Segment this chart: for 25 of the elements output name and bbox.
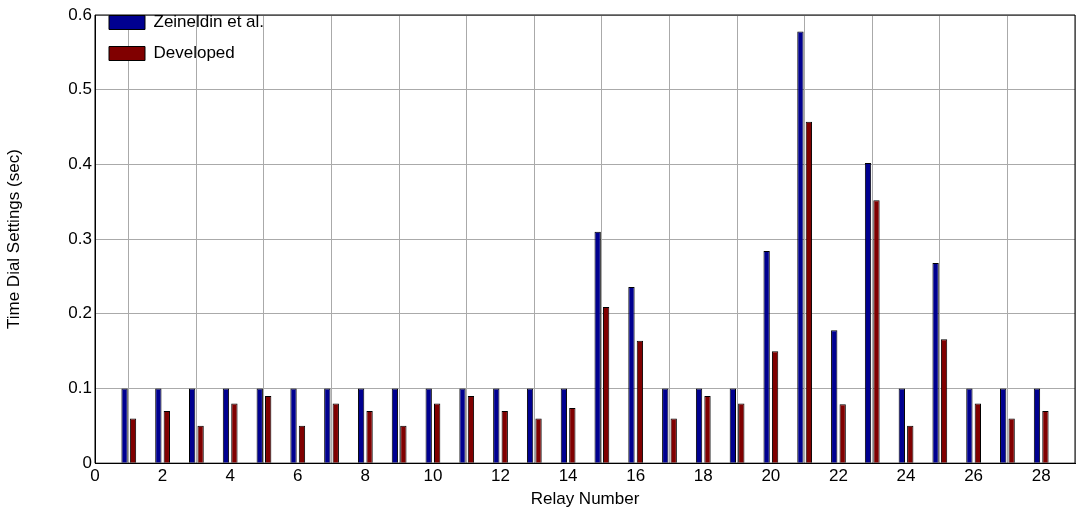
x-tick-label: 22: [828, 466, 848, 486]
x-tick-label: 14: [558, 466, 578, 486]
y-tick-label: 0.5: [68, 79, 92, 99]
y-tick-label: 0.1: [68, 378, 92, 398]
x-tick-label: 20: [761, 466, 781, 486]
x-tick-label: 4: [225, 466, 235, 486]
x-tick-label: 16: [626, 466, 646, 486]
x-tick-label: 24: [896, 466, 916, 486]
y-tick-label: 0.4: [68, 154, 92, 174]
x-tick-label: 10: [423, 466, 443, 486]
legend-label: Zeineldin et al.: [153, 12, 265, 32]
x-tick-label: 12: [491, 466, 510, 486]
y-tick-label: 0.6: [68, 4, 92, 24]
y-tick-label: 0: [82, 452, 92, 472]
x-tick-label: 26: [964, 466, 984, 486]
y-axis-title: Time Dial Settings (sec): [3, 149, 23, 330]
x-tick-label: 8: [360, 466, 371, 486]
y-tick-label: 0.3: [68, 228, 92, 248]
legend-label: Developed: [153, 43, 235, 63]
x-axis-title: Relay Number: [530, 489, 640, 509]
x-tick-label: 6: [293, 466, 303, 486]
x-tick-label: 2: [157, 466, 168, 486]
x-tick-label: 18: [693, 466, 713, 486]
y-tick-label: 0.2: [68, 303, 92, 323]
x-tick-label: 28: [1031, 466, 1051, 486]
